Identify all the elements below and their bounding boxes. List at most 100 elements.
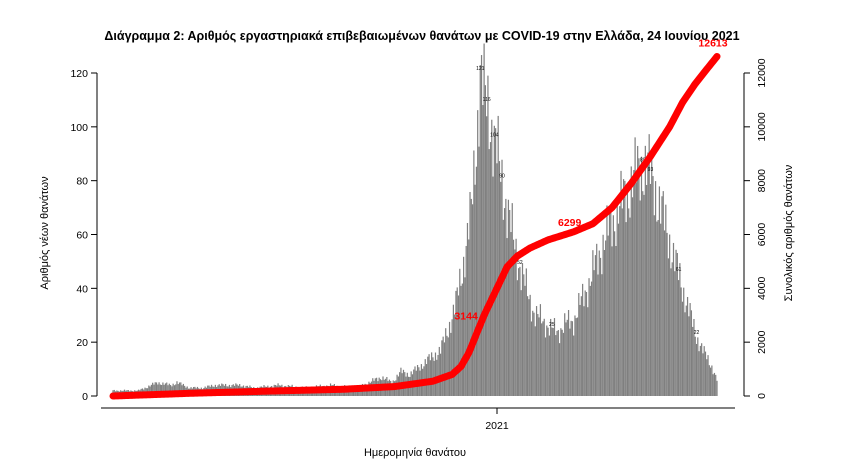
cumulative-deaths-line: [109, 53, 721, 400]
bar: [159, 384, 161, 396]
bar-value-label: 89: [640, 158, 646, 164]
bar: [480, 55, 483, 396]
bar: [610, 208, 612, 396]
left-tick-label: 120: [70, 68, 88, 80]
bar: [558, 343, 561, 396]
bar: [587, 307, 589, 396]
bar: [712, 374, 714, 396]
bar: [570, 320, 572, 396]
bar: [355, 388, 357, 396]
bar: [474, 184, 476, 396]
bar: [523, 274, 525, 396]
bar: [557, 330, 559, 396]
bar: [703, 346, 705, 396]
bar: [552, 327, 554, 396]
bar: [699, 345, 701, 396]
bar: [662, 191, 664, 396]
bar: [602, 234, 604, 396]
bar: [634, 137, 636, 397]
bar: [575, 318, 577, 396]
bar: [521, 263, 524, 396]
bar: [635, 182, 637, 396]
bar: [599, 257, 602, 396]
bar: [477, 110, 479, 396]
bar: [584, 290, 586, 396]
x-axis: 2021: [101, 407, 735, 432]
bar: [643, 194, 645, 396]
right-y-axis: 0 2000 4000 6000 8000 10000 12000: [743, 58, 768, 399]
bar: [667, 258, 669, 396]
bar: [692, 326, 694, 396]
bar: [598, 250, 600, 396]
bar: [445, 328, 447, 396]
bar: [654, 181, 657, 396]
bar: [615, 245, 617, 396]
bar: [471, 204, 474, 396]
bar: [657, 219, 659, 396]
bar: [707, 355, 709, 396]
left-y-axis: 0 20 40 60 80 100 120: [70, 68, 98, 403]
bar: [630, 166, 632, 396]
chart-title: Διάγραμμα 2: Αριθμός εργαστηριακά επιβεβ…: [104, 29, 739, 43]
cumulative-annotations: 3144 6299 12613: [454, 38, 727, 323]
bar: [475, 166, 478, 396]
bar: [698, 351, 700, 396]
bar: [148, 385, 150, 396]
bar: [161, 384, 163, 396]
bar: [539, 304, 542, 396]
cumulative-annotation: 3144: [454, 310, 478, 322]
bar: [649, 183, 652, 396]
right-tick-label: 8000: [756, 169, 768, 193]
bar: [162, 382, 164, 396]
bar: [555, 335, 557, 396]
bar: [642, 191, 644, 396]
bar: [157, 384, 159, 396]
bar: [479, 65, 481, 396]
bar: [626, 183, 629, 396]
bar: [562, 332, 565, 396]
bar: [516, 280, 518, 396]
right-tick-label: 12000: [756, 58, 768, 87]
bar: [690, 310, 693, 396]
bar: [434, 352, 437, 396]
bar: [493, 125, 495, 397]
bar: [576, 317, 579, 396]
bar: [663, 230, 666, 396]
bar-value-label: 61: [676, 267, 682, 273]
bar: [177, 384, 179, 396]
bar: [594, 255, 597, 396]
bar: [543, 318, 545, 396]
bar: [542, 321, 544, 396]
bar: [678, 280, 680, 396]
bar: [466, 222, 469, 396]
bar: [675, 249, 677, 396]
bar: [175, 384, 177, 396]
bar: [617, 223, 620, 396]
bar: [644, 145, 646, 396]
bar: [638, 158, 640, 396]
bar: [708, 365, 710, 396]
bar: [486, 116, 488, 396]
bar: [684, 312, 686, 396]
bar: [612, 215, 614, 396]
bar: [685, 305, 687, 396]
bar: [537, 313, 539, 396]
bar: [567, 310, 570, 396]
bar: [447, 337, 449, 396]
bar: [400, 367, 402, 396]
bar: [629, 217, 631, 396]
bar: [497, 115, 499, 396]
bar: [465, 245, 467, 396]
bar: [637, 145, 639, 396]
bar-value-label: 22: [694, 330, 700, 336]
bar: [163, 384, 165, 396]
bar: [164, 383, 167, 396]
bar: [596, 243, 598, 396]
bar: [640, 156, 643, 396]
bar: [534, 326, 536, 396]
bar: [647, 152, 649, 396]
bar: [505, 198, 507, 396]
bar: [473, 150, 475, 396]
bar: [711, 365, 713, 396]
